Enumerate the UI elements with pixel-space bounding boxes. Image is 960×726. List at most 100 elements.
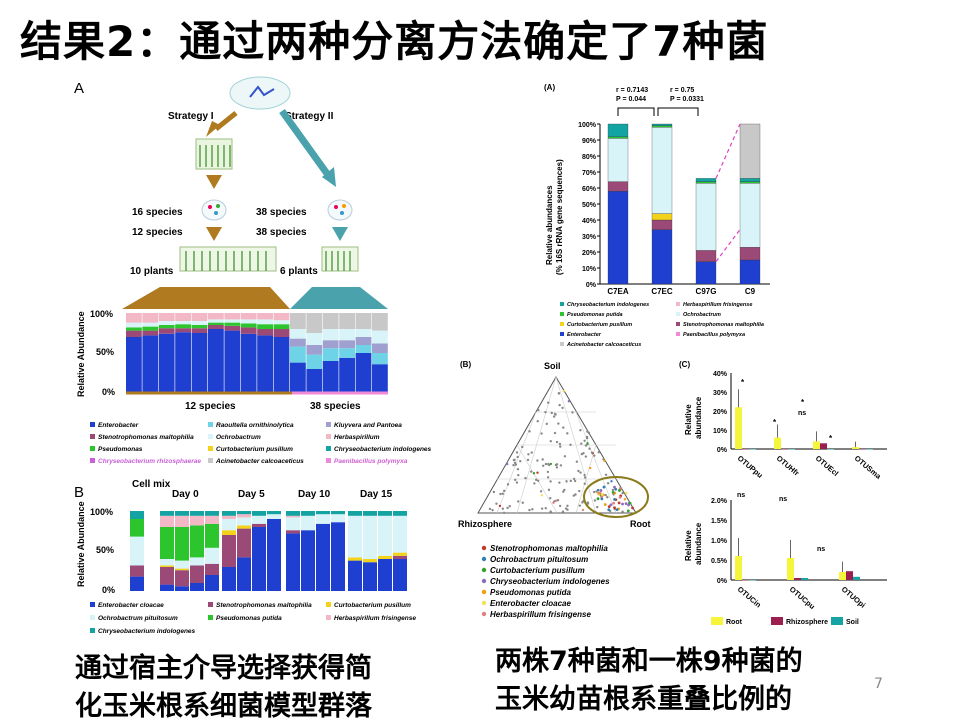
legend-label: Curtobacterium pusillum [216, 446, 293, 453]
rc-bar [794, 578, 801, 580]
panel-b-segment [175, 515, 189, 527]
ternary-point [546, 476, 550, 479]
rc-bar [742, 449, 749, 450]
ternary-point [613, 506, 616, 510]
panel-a-segment [191, 328, 208, 333]
legend-label: Paenibacillus polymyxa [683, 332, 745, 338]
panel-a-segment [224, 325, 241, 331]
rc-bar [813, 441, 820, 449]
ra-bar-segment [695, 181, 717, 184]
panel-b-segment [160, 527, 174, 559]
rc-bar [749, 449, 756, 450]
panel-b-segment [393, 511, 407, 516]
ternary-point [579, 429, 582, 432]
rc-bar [827, 449, 834, 450]
ternary-point [488, 507, 492, 511]
panel-b-segment [331, 511, 345, 515]
stat-2-p: P = 0.0331 [670, 96, 704, 103]
panel-a-segment [142, 313, 159, 323]
ternary-point [558, 442, 562, 446]
panel-a-segment [355, 345, 372, 353]
panel-b-segment [252, 527, 266, 591]
panel-b-segment [190, 525, 204, 558]
panel-a-segment [257, 335, 273, 393]
legend-label: Pseudomonas putida [567, 312, 623, 318]
ternary-point [536, 419, 539, 423]
panel-b-segment [348, 511, 362, 516]
ternary-point [540, 507, 544, 510]
panel-a-segment [355, 337, 372, 345]
panel-b-segment [286, 530, 300, 534]
ra-category-label: C7EC [651, 287, 673, 296]
caption-right: 两株7种菌和一株9种菌的 玉米幼苗根系重叠比例的 [495, 643, 803, 719]
ternary-point [540, 494, 544, 497]
panel-a-segment [240, 323, 257, 328]
panel-a-segment [126, 337, 142, 393]
ternary-point [583, 482, 586, 485]
panel-b-segment [190, 557, 204, 566]
panel-b-segment [175, 570, 189, 587]
panel-a-segment [208, 329, 224, 393]
panel-a-segment [191, 325, 208, 329]
ra-bar-segment [695, 261, 717, 285]
panel-a-segment [224, 322, 241, 326]
panel-a-segment [273, 313, 290, 321]
panel-b-segment [130, 511, 144, 519]
panel-b-segment [190, 565, 204, 583]
caption-left-line-1: 通过宿主介导选择获得简 [75, 653, 372, 684]
rc-category-label: OTUHfr [775, 454, 801, 478]
ternary-point [499, 492, 502, 496]
page-number: 7 [874, 676, 883, 692]
ternary-point [565, 480, 568, 483]
legend-swatch [208, 422, 213, 427]
stat-1-p: P = 0.044 [616, 96, 646, 103]
legend-label: Pseudomonas putida [490, 588, 571, 597]
legend-label: Curtobacterium pusillum [567, 322, 632, 328]
panel-a-segment [290, 346, 306, 363]
panel-b-segment [363, 562, 377, 591]
ternary-point [549, 510, 552, 513]
panel-a-segment [372, 313, 388, 331]
rc-bar [742, 580, 749, 581]
ternary-point [501, 492, 504, 495]
rc-tick-label: 40% [713, 371, 728, 378]
ternary-point [599, 489, 603, 492]
ternary-point [562, 390, 565, 393]
ternary-point [621, 491, 624, 495]
ternary-point [581, 508, 585, 512]
ternary-point [562, 490, 565, 493]
panel-b-segment [286, 515, 300, 518]
ternary-point [611, 490, 615, 494]
ternary-point [600, 495, 604, 499]
legend-swatch [481, 589, 487, 595]
panel-b-ylabel: Relative Abundance [76, 501, 86, 587]
ternary-point [615, 508, 619, 512]
panel-a-segment [142, 330, 159, 336]
ternary-point [624, 491, 628, 495]
rc-category-label: OTUEcl [814, 454, 841, 478]
ra-bar-segment [739, 181, 761, 184]
ternary-point [597, 451, 600, 454]
panel-b-tick: 100% [90, 507, 113, 517]
panel-b-segment [160, 559, 174, 566]
ternary-point [546, 470, 550, 474]
ternary-point [614, 487, 618, 491]
ra-bar-segment [695, 250, 717, 262]
ternary-point [526, 458, 530, 462]
panel-a-segment [257, 319, 273, 325]
caption-right-line-2: 玉米幼苗根系重叠比例的 [495, 684, 792, 715]
panel-b-segment [130, 576, 144, 591]
ternary-point [529, 470, 533, 473]
legend-swatch [771, 617, 783, 625]
s1-species-1: 16 species [132, 207, 183, 218]
ternary-point [606, 496, 609, 499]
soil-source-icon [229, 76, 291, 110]
ternary-point [517, 500, 520, 503]
right-figure-a: (A) r = 0.7143 P = 0.044 r = 0.75 P = 0.… [544, 83, 770, 348]
ternary-point [617, 501, 621, 505]
ternary-point [567, 400, 571, 403]
col-day-10: Day 10 [298, 489, 331, 500]
rc-bar [859, 449, 866, 450]
ternary-point [527, 453, 530, 456]
legend-label: Soil [846, 619, 859, 626]
